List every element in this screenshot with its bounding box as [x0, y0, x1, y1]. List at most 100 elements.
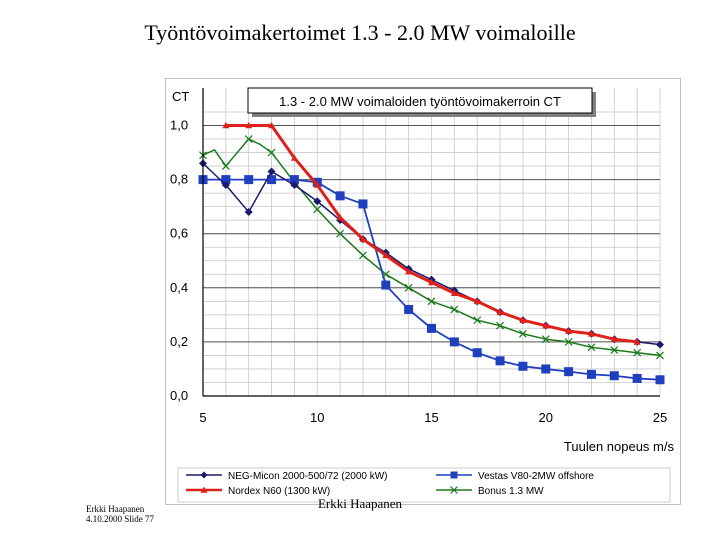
legend-label: NEG-Micon 2000-500/72 (2000 kW) [228, 471, 388, 482]
chart-title-box: 1.3 - 2.0 MW voimaloiden työntövoimakerr… [247, 87, 596, 117]
data-point [656, 340, 664, 349]
data-point [565, 327, 573, 334]
footer-center-author: Erkki Haapanen [317, 496, 403, 511]
chart-container: 0,0 0,2 0,4 0,6 0,8 1,0 5 10 15 20 25 1.3 - 2.0 MW… [165, 78, 681, 505]
legend-entry: Nordex N60 (1300 kW) [186, 486, 330, 497]
data-point [655, 375, 665, 385]
data-point [587, 343, 596, 352]
y-tick-label: 1,0 [170, 118, 188, 133]
data-point [541, 364, 551, 374]
footer-date-slide: 4.10.2000 Slide 77 [86, 514, 155, 524]
data-point [267, 167, 276, 176]
y-tick-label: 0,4 [170, 280, 188, 295]
data-point [518, 329, 527, 338]
data-point [382, 251, 390, 259]
data-point [633, 348, 642, 357]
data-point [656, 351, 664, 360]
data-point [519, 316, 527, 324]
data-point [632, 373, 642, 383]
data-point [496, 308, 504, 315]
slide-title: Työntövoimakertoimet 1.3 - 2.0 MW voimal… [144, 20, 576, 45]
legend-label: Nordex N60 (1300 kW) [228, 486, 330, 497]
data-point [633, 338, 641, 345]
data-point [313, 181, 321, 188]
data-point [542, 322, 550, 329]
data-point [358, 199, 368, 209]
data-point [609, 371, 619, 381]
data-point [244, 175, 254, 185]
data-point [289, 175, 299, 185]
data-point [335, 191, 345, 201]
legend-swatch-marker [200, 471, 208, 479]
data-point [405, 268, 413, 275]
data-point [586, 369, 596, 379]
data-point [496, 321, 504, 330]
data-point [450, 289, 458, 297]
data-point [473, 297, 481, 305]
y-tick-label: 0,8 [170, 172, 188, 187]
data-point [587, 330, 595, 337]
y-tick-label: 0,0 [170, 388, 188, 403]
data-point [290, 181, 299, 190]
y-tick-label: 0,6 [170, 226, 188, 241]
data-point [221, 162, 230, 170]
axis-layer: 0,0 0,2 0,4 0,6 0,8 1,0 5 10 15 20 25 [170, 88, 667, 425]
legend-label: Bonus 1.3 MW [478, 486, 544, 497]
data-point [221, 175, 231, 185]
data-point [290, 154, 298, 161]
data-point [404, 283, 413, 292]
data-point [428, 278, 435, 286]
data-point [472, 348, 482, 358]
data-point [245, 122, 253, 129]
data-point [473, 316, 482, 325]
data-point [610, 346, 619, 354]
x-tick-label: 25 [653, 410, 667, 425]
legend-entry: NEG-Micon 2000-500/72 (2000 kW) [186, 471, 388, 482]
x-tick-label: 15 [424, 410, 438, 425]
data-point [244, 135, 253, 143]
legend-label: Vestas V80-2MW offshore [478, 471, 594, 482]
data-point [610, 335, 618, 342]
series-3 [222, 122, 641, 345]
data-point [267, 148, 276, 157]
chart-svg: 0,0 0,2 0,4 0,6 0,8 1,0 5 10 15 20 25 1.3 - 2.0 MW… [170, 87, 675, 503]
grid-layer [202, 88, 661, 398]
data-point [336, 229, 345, 238]
data-point [313, 197, 322, 206]
data-point [381, 280, 391, 290]
data-point [268, 122, 276, 129]
data-point [221, 181, 230, 190]
data-point [564, 367, 574, 377]
series-layer [198, 122, 665, 385]
data-point [564, 337, 573, 346]
data-point [222, 122, 230, 129]
data-point [404, 304, 414, 314]
data-point [450, 305, 459, 314]
x-tick-label: 20 [539, 410, 553, 425]
legend-swatch-marker [200, 486, 208, 493]
legend: NEG-Micon 2000-500/72 (2000 kW) Vestas V8… [177, 467, 671, 503]
legend-swatch-marker [450, 486, 458, 494]
data-point [518, 361, 528, 371]
chart-title: 1.3 - 2.0 MW voimaloiden työntövoimakerr… [279, 94, 561, 109]
data-point [359, 235, 367, 242]
data-point [336, 213, 344, 221]
x-axis-label: Tuulen nopeus m/s [564, 439, 675, 454]
x-tick-label: 10 [310, 410, 324, 425]
data-point [359, 251, 367, 260]
x-tick-label: 5 [199, 410, 206, 425]
data-point [427, 323, 436, 333]
data-point [267, 175, 277, 185]
legend-entry: Bonus 1.3 MW [436, 486, 544, 497]
y-tick-label: 0,2 [170, 334, 188, 349]
legend-swatch-marker [450, 471, 458, 479]
data-point [313, 205, 322, 214]
y-axis-label: CT [172, 89, 189, 104]
legend-entry: Vestas V80-2MW offshore [436, 471, 594, 482]
data-point [449, 337, 459, 347]
data-point [427, 297, 436, 306]
footer-author: Erkki Haapanen [86, 504, 145, 514]
data-point [541, 335, 550, 344]
data-point [244, 208, 253, 217]
data-point [495, 356, 505, 366]
